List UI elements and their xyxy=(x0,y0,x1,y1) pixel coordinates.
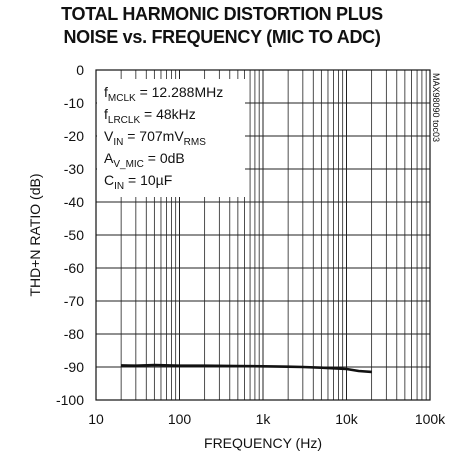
x-tick-label: 10k xyxy=(335,411,359,427)
y-tick-label: -80 xyxy=(64,326,84,342)
x-tick-label: 100k xyxy=(415,411,446,427)
data-series xyxy=(121,363,372,374)
chart-title-line-2: NOISE vs. FREQUENCY (MIC TO ADC) xyxy=(63,27,380,47)
y-tick-labels: 0 -10 -20 -30 -40 -50 -60 -70 -80 -90 -100 xyxy=(56,62,84,408)
x-tick-label: 1k xyxy=(256,411,272,427)
y-tick-label: -70 xyxy=(64,293,84,309)
y-tick-label: -40 xyxy=(64,194,84,210)
figure-code: MAX98090 toc03 xyxy=(431,73,441,142)
conditions-box xyxy=(97,79,245,197)
y-tick-label: -10 xyxy=(64,95,84,111)
x-tick-label: 100 xyxy=(168,411,192,427)
x-axis-label: FREQUENCY (Hz) xyxy=(204,435,322,451)
condition-line: VIN = 707mVRMS xyxy=(104,128,206,148)
series-line xyxy=(121,363,372,374)
plot-frame xyxy=(95,69,431,401)
y-tick-label: -100 xyxy=(56,392,84,408)
y-tick-label: -50 xyxy=(64,227,84,243)
x-tick-label: 10 xyxy=(88,411,104,427)
condition-line: fMCLK = 12.288MHz xyxy=(104,84,223,104)
condition-line: fLRCLK = 48kHz xyxy=(104,106,196,126)
condition-line: CIN = 10µF xyxy=(104,172,172,192)
y-tick-label: 0 xyxy=(76,62,84,78)
y-tick-label: -20 xyxy=(64,128,84,144)
y-tick-label: -60 xyxy=(64,260,84,276)
x-tick-labels: 10 100 1k 10k 100k xyxy=(88,411,446,427)
condition-line: AV_MIC = 0dB xyxy=(104,150,185,170)
y-tick-label: -90 xyxy=(64,359,84,375)
chart-title-line-1: TOTAL HARMONIC DISTORTION PLUS xyxy=(61,4,383,24)
y-axis-label: THD+N RATIO (dB) xyxy=(27,173,43,296)
y-tick-label: -30 xyxy=(64,161,84,177)
